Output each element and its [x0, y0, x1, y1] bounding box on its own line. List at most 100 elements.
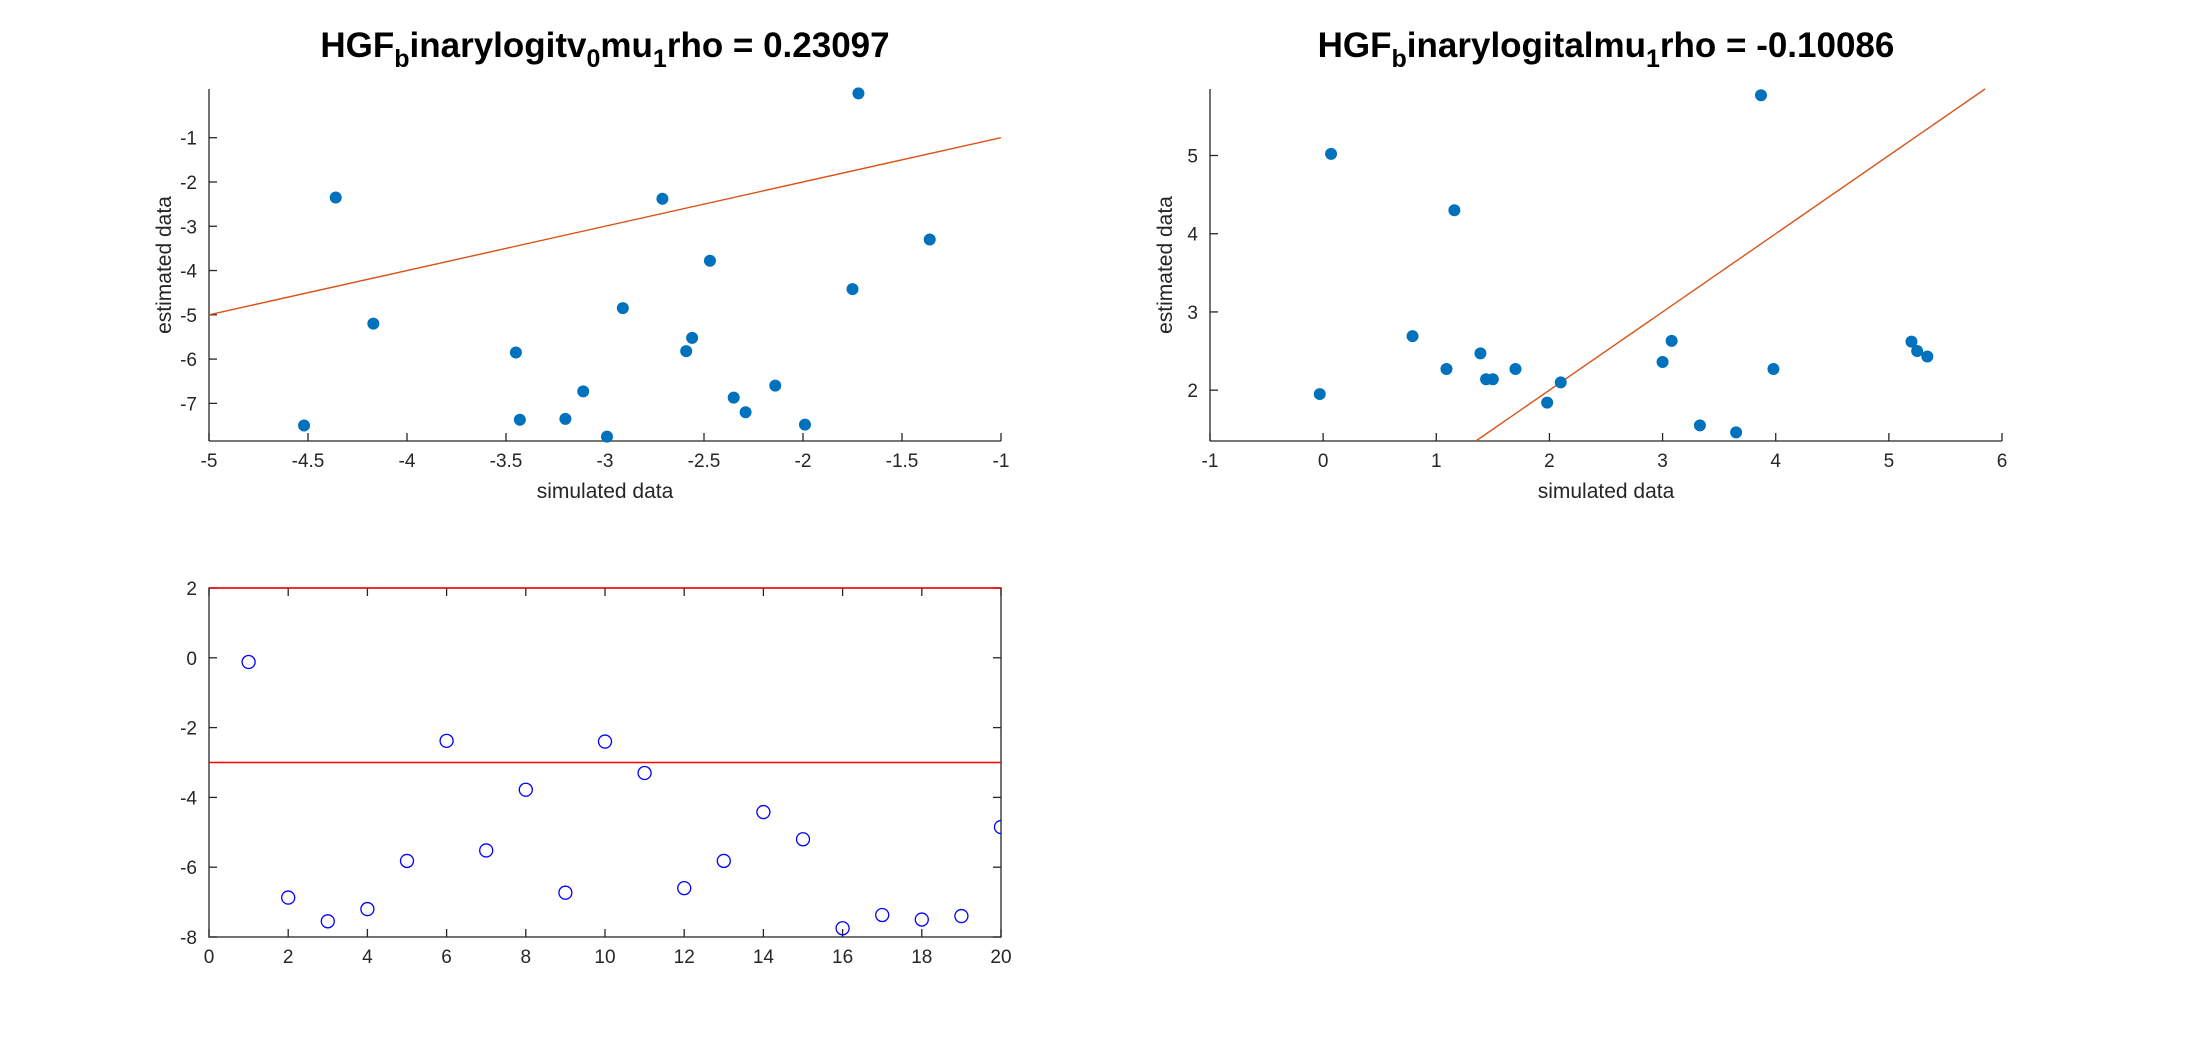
y-tick-label: 0: [186, 649, 197, 670]
y-tick-label: 2: [186, 579, 197, 600]
x-tick-label: -2.5: [688, 451, 721, 472]
data-point: [703, 254, 716, 267]
data-point: [518, 782, 533, 797]
title-subscript: 1: [653, 45, 667, 73]
y-axis-label: estimated data: [153, 196, 176, 334]
y-tick-label: 4: [1187, 225, 1198, 246]
data-point: [993, 819, 1001, 835]
x-tick-label: -3.5: [490, 451, 523, 472]
title-subscript: b: [1392, 45, 1407, 73]
data-point: [727, 391, 740, 404]
x-tick-label: -3: [597, 451, 614, 472]
y-tick-label: 5: [1187, 146, 1198, 167]
data-point: [637, 765, 652, 781]
data-point: [923, 233, 936, 246]
y-tick-label: -7: [180, 394, 197, 415]
data-point: [875, 907, 890, 923]
title-part: rho = 0.23097: [667, 26, 890, 65]
data-marks: [241, 654, 1001, 936]
data-point: [954, 908, 969, 924]
data-point: [795, 832, 811, 847]
title-subscript: 0: [587, 45, 601, 73]
chart-title: HGFbinarylogitalmu1rho = -0.10086: [1318, 26, 1895, 73]
chart-title: HGFbinarylogitv0mu1rho = 0.23097: [320, 26, 889, 73]
data-marks: [1313, 88, 1986, 442]
plot-almu1: -1 0 1 2 3 4 5 6 2 3 4 5 simulated data estimated dat…: [1154, 26, 2007, 503]
data-point: [616, 302, 629, 315]
plot-v0mu1: -5 -4.5 -4 -3.5 -3 -2.5 -2 -1.5 -1 -7 -6 -5 -4 -3 -2 -1…: [153, 26, 1009, 503]
x-tick-label: 6: [441, 947, 452, 968]
title-part: inarylogitv: [410, 26, 588, 65]
data-point: [360, 901, 375, 917]
title-subscript: b: [394, 45, 409, 73]
x-tick-label: 0: [1318, 451, 1329, 472]
data-point: [320, 914, 335, 929]
data-point: [1440, 363, 1453, 376]
data-point: [367, 317, 380, 330]
data-point: [513, 413, 526, 426]
data-point: [600, 430, 613, 443]
x-tick-label: 14: [753, 947, 775, 968]
x-tick-label: -4.5: [292, 451, 325, 472]
y-tick-label: -2: [180, 173, 197, 194]
data-point: [479, 843, 494, 858]
data-point: [1656, 355, 1669, 368]
data-point: [1905, 335, 1918, 348]
data-point: [739, 406, 752, 419]
y-tick-label: -2: [180, 719, 197, 740]
data-point: [680, 345, 693, 358]
x-tick-label: 6: [1997, 451, 2008, 472]
title-part: HGF: [1318, 26, 1392, 65]
data-point: [677, 880, 692, 896]
data-point: [1509, 363, 1522, 376]
x-axis-label: simulated data: [537, 480, 674, 503]
data-point: [769, 379, 782, 392]
x-tick-label: -1: [1202, 451, 1219, 472]
data-point: [597, 734, 613, 749]
data-point: [756, 804, 771, 820]
data-point: [798, 418, 811, 431]
data-point: [716, 853, 731, 869]
data-point: [509, 346, 522, 359]
title-part: inarylogitalmu: [1407, 26, 1646, 65]
data-point: [656, 192, 669, 205]
data-point: [399, 853, 415, 869]
data-point: [1541, 396, 1554, 409]
x-tick-label: 0: [204, 947, 215, 968]
x-tick-label: -1: [993, 451, 1010, 472]
x-tick-label: 4: [1770, 451, 1781, 472]
data-marks: [209, 87, 1001, 443]
x-tick-label: 12: [674, 947, 695, 968]
data-point: [439, 733, 454, 749]
data-point: [1406, 330, 1419, 343]
data-point: [1767, 363, 1780, 376]
title-part: HGF: [320, 26, 394, 65]
data-point: [1313, 388, 1326, 401]
identity-line: [1475, 88, 1986, 442]
y-tick-label: -4: [180, 262, 197, 283]
data-point: [852, 87, 865, 100]
y-tick-label: -6: [180, 350, 197, 371]
x-tick-label: 8: [521, 947, 532, 968]
x-tick-label: 2: [283, 947, 294, 968]
data-point: [1730, 426, 1743, 439]
y-tick-label: 2: [1187, 381, 1198, 402]
data-point: [298, 419, 311, 432]
x-tick-label: -4: [399, 451, 416, 472]
data-point: [559, 412, 572, 425]
title-part: rho = -0.10086: [1660, 26, 1894, 65]
x-tick-label: 4: [362, 947, 373, 968]
y-tick-label: 3: [1187, 303, 1198, 324]
y-tick-label: -8: [180, 928, 197, 949]
x-tick-label: 18: [911, 947, 932, 968]
x-axis-label: simulated data: [1538, 480, 1675, 503]
y-tick-label: -5: [180, 306, 197, 327]
data-point: [1554, 376, 1567, 389]
x-tick-label: 2: [1544, 451, 1555, 472]
x-tick-label: 20: [990, 947, 1011, 968]
identity-line: [209, 137, 1001, 316]
plot-index-scatter: 0 2 4 6 8 10 12 14 16 18 20 -8 -6 -4 -2 0 2: [180, 579, 1011, 968]
x-tick-label: -5: [201, 451, 218, 472]
data-point: [1921, 350, 1934, 363]
title-subscript: 1: [1646, 45, 1660, 73]
